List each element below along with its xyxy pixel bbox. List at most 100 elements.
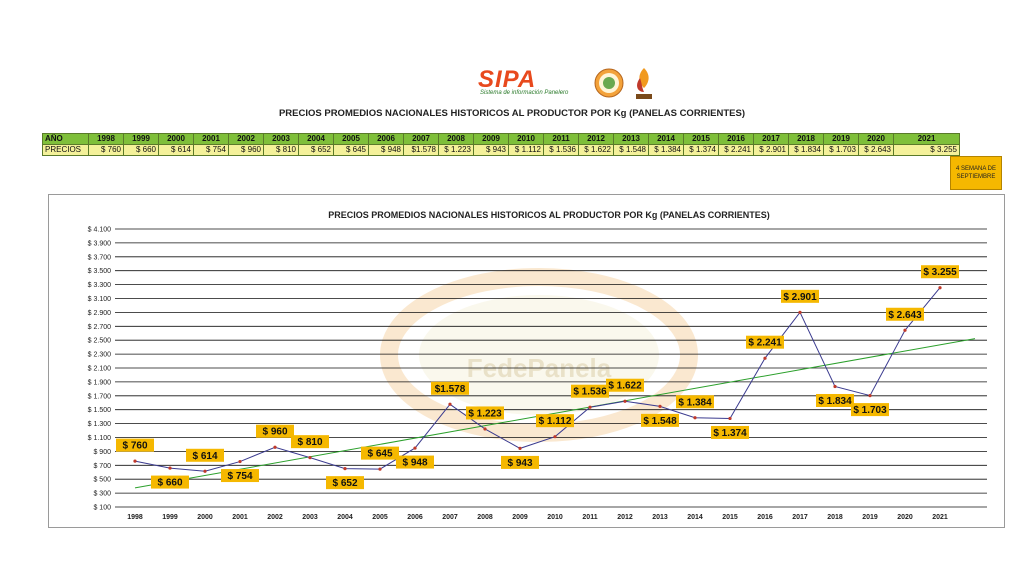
price-cell: $ 614 [158, 144, 194, 156]
chart-title: PRECIOS PROMEDIOS NACIONALES HISTORICOS … [328, 210, 770, 220]
data-point [273, 445, 277, 449]
y-tick-label: $ 300 [93, 491, 111, 498]
year-cell: 2012 [578, 133, 614, 145]
data-label-bg [326, 476, 364, 490]
data-label: $ 1.223 [468, 408, 502, 419]
data-label: $ 1.384 [678, 397, 712, 408]
price-cell: $ 2.643 [858, 144, 894, 156]
data-label-bg [536, 414, 574, 428]
data-point [448, 402, 452, 406]
price-cell: $ 652 [298, 144, 334, 156]
price-label: PRECIOS [42, 144, 89, 156]
data-label: $ 1.834 [818, 396, 852, 407]
x-tick-label: 2002 [267, 514, 283, 521]
y-tick-label: $ 2.700 [88, 324, 111, 331]
year-cell: 2007 [403, 133, 439, 145]
data-label-bg [291, 435, 329, 449]
price-cell: $ 1.834 [788, 144, 824, 156]
year-cell: 2014 [648, 133, 684, 145]
y-tick-label: $ 2.900 [88, 310, 111, 317]
data-label-bg [466, 406, 504, 420]
price-cell: $ 1.703 [823, 144, 859, 156]
y-tick-label: $ 2.300 [88, 352, 111, 359]
watermark-ring [380, 268, 698, 442]
data-point [378, 467, 382, 471]
data-label-bg [116, 438, 154, 452]
data-label: $1.578 [435, 384, 466, 395]
price-row: PRECIOS $ 760 $ 660 $ 614 $ 754 $ 960 $ 810 $ … [42, 144, 960, 156]
data-point [553, 435, 557, 439]
year-cell: 2004 [298, 133, 334, 145]
year-cell: 2020 [858, 133, 894, 145]
year-cell: 2018 [788, 133, 824, 145]
x-tick-label: 2014 [687, 514, 703, 521]
data-label: $ 754 [227, 471, 252, 482]
price-cell: $ 3.255 [893, 144, 960, 156]
year-cell: 2009 [473, 133, 509, 145]
data-label-bg [221, 469, 259, 483]
price-cell: $ 2.901 [753, 144, 789, 156]
data-label: $ 614 [192, 451, 217, 462]
data-label-bg [816, 393, 854, 407]
data-point [483, 427, 487, 431]
y-tick-label: $ 1.500 [88, 407, 111, 414]
x-tick-label: 2009 [512, 514, 528, 521]
data-label-bg [361, 446, 399, 460]
year-cell: 2021 [893, 133, 960, 145]
year-cell: 1998 [88, 133, 124, 145]
x-tick-label: 2013 [652, 514, 668, 521]
year-row: AÑO 1998 1999 2000 2001 2002 2003 2004 2005 2006… [42, 133, 960, 145]
fedepanela-logo-icon [636, 68, 652, 99]
year-cell: 2008 [438, 133, 474, 145]
data-label-bg [711, 425, 749, 439]
year-cell: 2000 [158, 133, 194, 145]
x-tick-label: 2017 [792, 514, 808, 521]
year-cell: 2015 [683, 133, 719, 145]
x-tick-label: 1999 [162, 514, 178, 521]
x-tick-label: 2004 [337, 514, 353, 521]
data-label-bg [396, 455, 434, 469]
price-cell: $ 1.536 [543, 144, 579, 156]
data-point [203, 469, 207, 473]
year-cell: 2006 [368, 133, 404, 145]
x-tick-label: 2019 [862, 514, 878, 521]
price-cell: $ 1.384 [648, 144, 684, 156]
chart-container: FedePanela PRECIOS PROMEDIOS NACIONALES H… [48, 194, 1005, 528]
week-note: 4 SEMANA DE SEPTIEMBRE [950, 156, 1002, 190]
year-cell: 2005 [333, 133, 369, 145]
x-tick-label: 2016 [757, 514, 773, 521]
data-label-bg [746, 335, 784, 349]
price-cell: $ 1.112 [508, 144, 544, 156]
y-tick-label: $ 100 [93, 505, 111, 512]
panela-seal-icon [594, 68, 624, 98]
y-tick-label: $ 4.100 [88, 227, 111, 234]
price-cell: $ 960 [228, 144, 264, 156]
logo-group: SIPA Sistema de información Panelero [478, 66, 668, 106]
price-cell: $ 810 [263, 144, 299, 156]
price-cell: $ 760 [88, 144, 124, 156]
data-label-bg [676, 395, 714, 409]
data-label: $ 760 [122, 441, 147, 452]
year-cell: 2002 [228, 133, 264, 145]
price-cell: $ 948 [368, 144, 404, 156]
price-cell: $1.578 [403, 144, 439, 156]
x-tick-label: 2008 [477, 514, 493, 521]
price-cell: $ 943 [473, 144, 509, 156]
data-point [903, 328, 907, 332]
price-cell: $ 1.548 [613, 144, 649, 156]
data-point [833, 384, 837, 389]
price-cell: $ 1.622 [578, 144, 614, 156]
y-tick-label: $ 2.500 [88, 338, 111, 345]
data-label: $ 1.536 [573, 387, 607, 398]
data-label: $ 3.255 [923, 267, 957, 278]
data-point [763, 356, 767, 360]
data-point [868, 393, 872, 398]
y-tick-label: $ 500 [93, 477, 111, 484]
data-label: $ 1.703 [853, 405, 887, 416]
year-cell: 2016 [718, 133, 754, 145]
data-label-bg [781, 289, 819, 303]
data-label: $ 652 [332, 478, 357, 489]
x-tick-label: 2020 [897, 514, 913, 521]
data-label-bg [886, 307, 924, 321]
data-point [798, 310, 802, 314]
